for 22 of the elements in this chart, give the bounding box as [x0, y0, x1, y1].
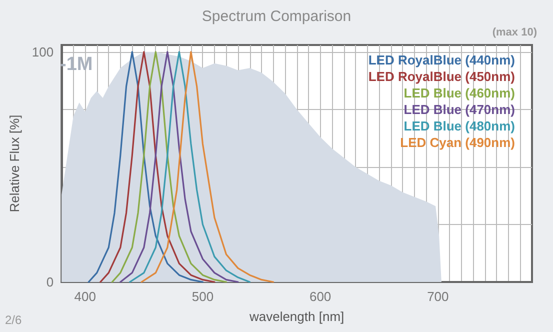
text: LED Cyan (490nm) — [400, 135, 515, 150]
text: LED RoyalBlue (440nm) — [368, 52, 515, 68]
y-tick-label: 100 — [32, 44, 54, 60]
text: LED Blue (460nm) — [404, 86, 515, 100]
text: LED RoyalBlue (450nm) — [368, 69, 515, 84]
text: LED Blue (480nm) — [404, 118, 515, 134]
line-series — [140, 51, 274, 283]
x-tick-label: 600 — [309, 289, 332, 304]
line-series — [129, 51, 251, 283]
x-tick-label: 400 — [74, 289, 96, 304]
text: LED Blue (470nm) — [404, 102, 515, 117]
line-series — [111, 51, 228, 283]
x-tick-label: 700 — [427, 289, 449, 304]
text: 2/6 — [5, 313, 22, 327]
line-series — [120, 51, 239, 283]
x-tick-label: 500 — [192, 289, 214, 304]
y-axis-title: Relative Flux [%] — [7, 114, 22, 212]
x-axis-title: wavelength [nm] — [248, 309, 344, 324]
text: (max 10) — [492, 26, 538, 38]
line-series — [100, 51, 216, 283]
chart-title: Spectrum Comparison — [202, 8, 352, 25]
y-tick-label: 0 — [46, 274, 54, 290]
